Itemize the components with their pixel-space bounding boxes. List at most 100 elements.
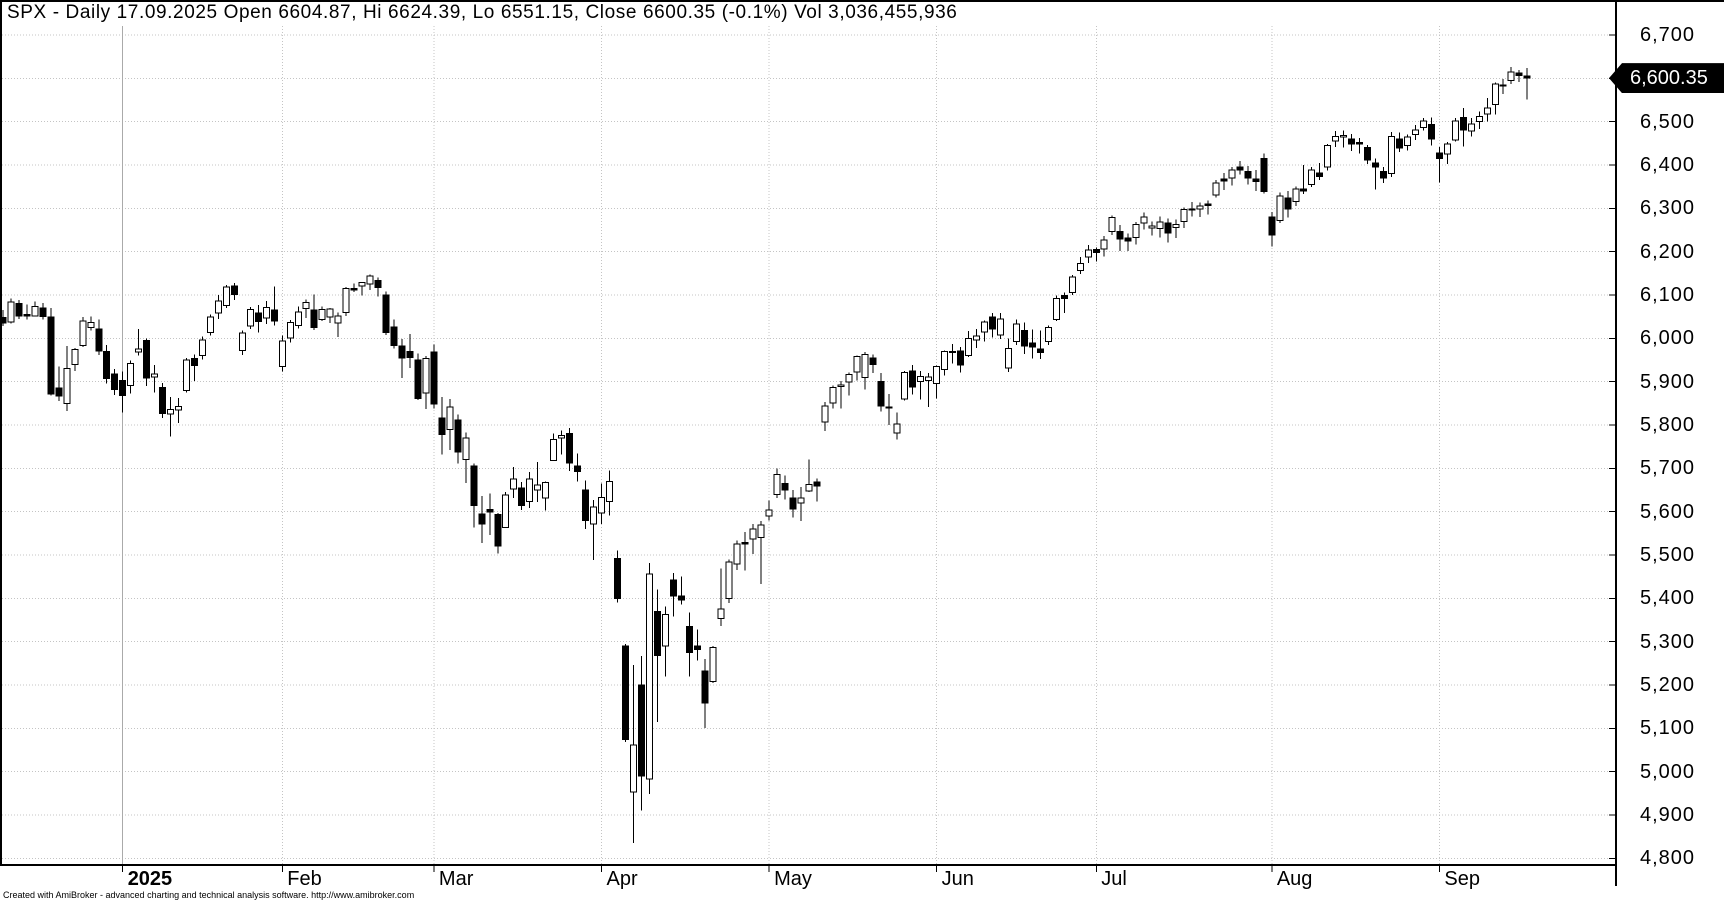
- candle: [693, 629, 701, 661]
- candle: [981, 320, 989, 342]
- candle: [1380, 167, 1388, 184]
- candle: [206, 314, 214, 336]
- candle: [853, 355, 861, 381]
- candle: [566, 428, 574, 471]
- candle: [342, 287, 350, 316]
- candle: [366, 274, 374, 291]
- candle: [390, 319, 398, 349]
- candle: [214, 294, 222, 319]
- candle: [661, 606, 669, 677]
- candle: [1140, 212, 1148, 230]
- candle: [518, 482, 526, 510]
- candle: [957, 346, 965, 373]
- candle: [462, 432, 470, 484]
- candle: [1348, 134, 1356, 152]
- candle: [1020, 322, 1028, 354]
- candle: [933, 365, 941, 399]
- candle: [318, 306, 326, 321]
- candle: [406, 333, 414, 368]
- last-price-value: 6,600.35: [1630, 67, 1708, 90]
- candle: [869, 354, 877, 373]
- candle: [167, 396, 175, 437]
- candle: [605, 470, 613, 516]
- y-tick-label: 5,000: [1640, 760, 1696, 783]
- y-tick-label: 5,300: [1640, 630, 1696, 653]
- y-tick-label: 5,600: [1640, 500, 1696, 523]
- candle: [1236, 161, 1244, 175]
- candle: [422, 356, 430, 409]
- candle: [95, 319, 103, 355]
- candle: [757, 521, 765, 585]
- candle: [1188, 201, 1196, 217]
- x-tick-label: 2025: [127, 868, 173, 890]
- candle: [486, 493, 494, 536]
- candle: [1340, 130, 1348, 148]
- candle: [71, 347, 79, 371]
- candle: [1292, 186, 1300, 207]
- candle: [1411, 125, 1419, 140]
- candle: [302, 299, 310, 318]
- candle: [175, 398, 183, 423]
- candle: [917, 370, 925, 400]
- candle: [1172, 219, 1180, 239]
- candle: [629, 665, 637, 844]
- candle: [23, 304, 31, 320]
- candle: [1220, 173, 1228, 191]
- y-tick-label: 5,500: [1640, 543, 1696, 566]
- y-tick-label: 4,800: [1640, 847, 1696, 870]
- candle: [550, 433, 558, 462]
- grid-vertical: [122, 26, 1440, 865]
- candle: [39, 303, 47, 320]
- candle: [613, 550, 621, 603]
- candle: [15, 300, 23, 319]
- candle: [278, 335, 286, 372]
- candle: [789, 489, 797, 518]
- x-tick-label: Jun: [941, 868, 974, 890]
- candle: [1388, 132, 1396, 178]
- candle: [1108, 215, 1116, 236]
- candle: [877, 372, 885, 412]
- candle: [837, 381, 845, 409]
- y-tick-label: 5,700: [1640, 457, 1696, 480]
- candle: [1396, 132, 1403, 152]
- candle: [183, 357, 191, 393]
- candle: [1276, 192, 1284, 224]
- x-tick-label: Jul: [1101, 868, 1127, 890]
- candle: [1364, 145, 1372, 165]
- candle: [1300, 164, 1308, 195]
- candle: [941, 350, 949, 376]
- candle: [446, 398, 454, 451]
- candle: [1459, 107, 1467, 147]
- candle: [1372, 158, 1380, 190]
- candle: [1499, 79, 1507, 94]
- candle: [845, 372, 853, 396]
- candle: [270, 286, 278, 326]
- candle: [1124, 233, 1132, 251]
- candle: [1204, 200, 1212, 215]
- candle: [989, 312, 997, 338]
- candle: [709, 645, 717, 683]
- axis-ticks: [122, 34, 1616, 872]
- candle: [262, 301, 270, 325]
- candle: [310, 294, 318, 331]
- candle: [542, 481, 550, 511]
- candle: [1116, 224, 1124, 252]
- candle: [1156, 216, 1164, 238]
- candle: [286, 320, 294, 343]
- candle: [669, 572, 677, 617]
- candle: [1260, 153, 1268, 194]
- x-tick-label: Aug: [1276, 868, 1313, 890]
- grid-horizontal: [2, 34, 1616, 859]
- last-price-tag: 6,600.35: [1609, 63, 1724, 94]
- candle: [885, 393, 893, 425]
- candle: [1060, 292, 1068, 313]
- candle: [725, 559, 733, 604]
- candle: [151, 364, 159, 393]
- candle: [733, 540, 741, 571]
- candle: [1004, 338, 1012, 373]
- candle: [111, 369, 119, 396]
- candle: [254, 304, 262, 333]
- candle: [1451, 118, 1459, 142]
- y-tick-label: 6,100: [1640, 283, 1696, 306]
